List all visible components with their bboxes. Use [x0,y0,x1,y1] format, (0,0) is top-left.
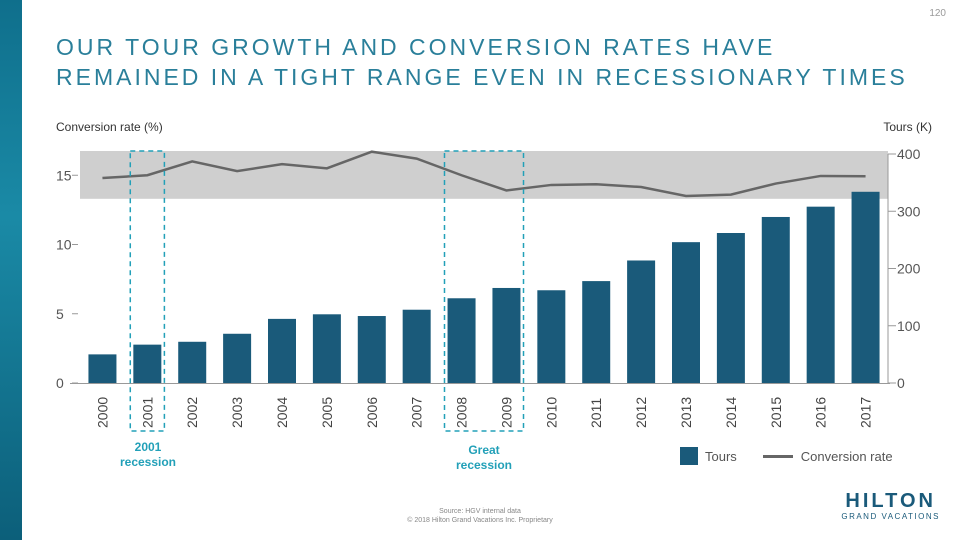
bar-2006 [357,316,386,383]
side-decoration-strip [0,0,22,540]
bar-2001 [133,344,162,383]
legend-label-tours: Tours [705,448,737,464]
right-tick-300: 300 [897,203,921,219]
left-tick-0: 0 [56,375,64,391]
right-tick-200: 200 [897,261,921,277]
bar-2005 [312,314,341,383]
slide-title: OUR TOUR GROWTH AND CONVERSION RATES HAV… [56,34,908,90]
bar-2009 [492,287,521,383]
left-tick-5: 5 [56,306,64,322]
legend-label-conversion: Conversion rate [800,448,893,464]
hilton-logo: HILTON GRAND VACATIONS [841,490,940,521]
x-label-2016: 2016 [813,397,829,428]
right-tick-0: 0 [897,375,905,391]
right-tick-400: 400 [897,146,921,162]
footer-source: Source: HGV internal data [439,508,521,515]
bar-2017 [851,191,880,383]
footer-copyright: © 2018 Hilton Grand Vacations Inc. Propr… [407,517,553,524]
logo-sub-text: GRAND VACATIONS [841,512,940,521]
conversion-rate-line [102,150,866,198]
legend-swatch-tours [680,447,698,465]
legend-swatch-conversion [762,454,793,458]
bar-2010 [537,290,566,383]
left-tick-10: 10 [56,237,72,253]
x-label-2015: 2015 [768,397,784,428]
recession-box-2 [443,150,525,432]
x-label-2001: 2001 [139,397,155,428]
x-label-2010: 2010 [543,397,559,428]
bar-2015 [761,216,790,383]
x-label-2012: 2012 [633,397,649,428]
x-label-2017: 2017 [858,397,874,428]
x-label-2014: 2014 [723,397,739,428]
x-label-2009: 2009 [498,397,514,428]
bar-2013 [672,242,700,383]
x-label-2003: 2003 [229,397,245,428]
logo-main-text: HILTON [845,490,936,512]
bar-2007 [402,309,431,383]
page-number: 120 [929,8,946,19]
bar-2014 [716,233,745,383]
x-label-2004: 2004 [274,397,290,428]
bar-2011 [582,281,611,383]
bar-2003 [223,333,252,383]
x-label-2011: 2011 [588,398,604,428]
x-label-2000: 2000 [94,397,110,428]
x-label-2013: 2013 [678,397,694,428]
legend: Tours Conversion rate [680,447,893,465]
x-label-2007: 2007 [409,397,425,428]
right-tick-100: 100 [897,318,921,334]
x-label-2005: 2005 [319,397,335,428]
bar-2000 [88,354,117,383]
bar-2004 [268,318,296,383]
left-tick-15: 15 [56,167,72,183]
annotation-great-recession: Great recession [455,443,513,472]
left-axis-title: Conversion rate (%) [56,120,163,134]
x-label-2002: 2002 [184,397,200,428]
bar-2012 [627,260,656,383]
conversion-range-band [80,151,888,199]
bar-2008 [447,298,476,383]
bar-2002 [178,341,207,383]
x-label-2006: 2006 [364,397,380,428]
right-axis-title: Tours (K) [883,120,932,134]
x-label-2008: 2008 [454,397,470,428]
recession-box-1 [129,150,166,432]
bar-2016 [806,206,835,383]
annotation-2001-recession: 2001 recession [119,440,177,469]
